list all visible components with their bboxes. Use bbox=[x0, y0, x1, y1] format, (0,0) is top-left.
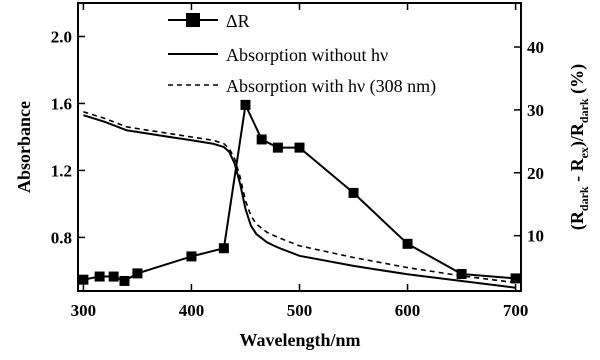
legend-label-without: Absorption without hν bbox=[226, 45, 388, 65]
x-axis-title: Wavelength/nm bbox=[239, 330, 360, 350]
y-left-tick-label: 2.0 bbox=[51, 27, 72, 46]
x-tick-label: 700 bbox=[503, 301, 529, 320]
legend: ΔR Absorption without hν Absorption with… bbox=[168, 11, 436, 97]
y-right-tick-label: 30 bbox=[527, 101, 544, 120]
data-point-delta-r bbox=[108, 271, 119, 282]
y-right-title-part: (R bbox=[567, 210, 588, 230]
y-right-tick-label: 40 bbox=[527, 38, 544, 57]
series-line-2 bbox=[83, 111, 516, 284]
x-tick-label: 600 bbox=[395, 301, 421, 320]
y-right-title-part: )/R bbox=[567, 122, 588, 147]
data-point-delta-r bbox=[186, 251, 197, 262]
data-point-delta-r bbox=[402, 238, 413, 249]
data-point-delta-r bbox=[132, 268, 143, 279]
data-point-delta-r bbox=[456, 269, 467, 280]
y-right-tick-label: 20 bbox=[527, 164, 544, 183]
data-point-delta-r bbox=[94, 271, 105, 282]
y-left-tick-label: 0.8 bbox=[51, 228, 72, 247]
y-left-tick-label: 1.6 bbox=[51, 94, 72, 113]
series-line-0 bbox=[83, 101, 516, 283]
data-point-delta-r bbox=[218, 243, 229, 254]
legend-marker-delta-r bbox=[186, 13, 200, 27]
y-right-title-part: - R bbox=[567, 157, 587, 186]
legend-label-delta-r: ΔR bbox=[226, 11, 250, 31]
data-point-delta-r bbox=[78, 274, 89, 285]
y-right-title-sub: ex bbox=[577, 147, 591, 158]
y-right-title-part: (%) bbox=[567, 64, 588, 99]
x-tick-label: 400 bbox=[179, 301, 205, 320]
series-line-1 bbox=[83, 114, 516, 289]
y-right-axis-title: (Rdark - Rex)/Rdark (%) bbox=[567, 64, 591, 230]
series-group bbox=[78, 99, 521, 289]
y-right-title-sub: dark bbox=[577, 186, 591, 211]
y-right-title-sub: dark bbox=[577, 98, 591, 123]
data-point-delta-r bbox=[348, 187, 359, 198]
data-point-delta-r bbox=[240, 99, 251, 110]
data-point-delta-r bbox=[119, 275, 130, 286]
y-right-tick-label: 10 bbox=[527, 227, 544, 246]
data-point-delta-r bbox=[510, 273, 521, 284]
legend-label-with: Absorption with hν (308 nm) bbox=[226, 76, 436, 97]
y-left-tick-label: 1.2 bbox=[51, 161, 72, 180]
data-point-delta-r bbox=[294, 142, 305, 153]
x-tick-label: 500 bbox=[287, 301, 313, 320]
y-left-axis-title: Absorbance bbox=[14, 101, 34, 193]
x-tick-label: 300 bbox=[71, 301, 97, 320]
data-point-delta-r bbox=[256, 134, 267, 145]
ticks-group: 300 400 500 600 700 0.8 1.2 1.6 2.0 10 20 30 40 bbox=[51, 3, 544, 320]
data-point-delta-r bbox=[272, 142, 283, 153]
